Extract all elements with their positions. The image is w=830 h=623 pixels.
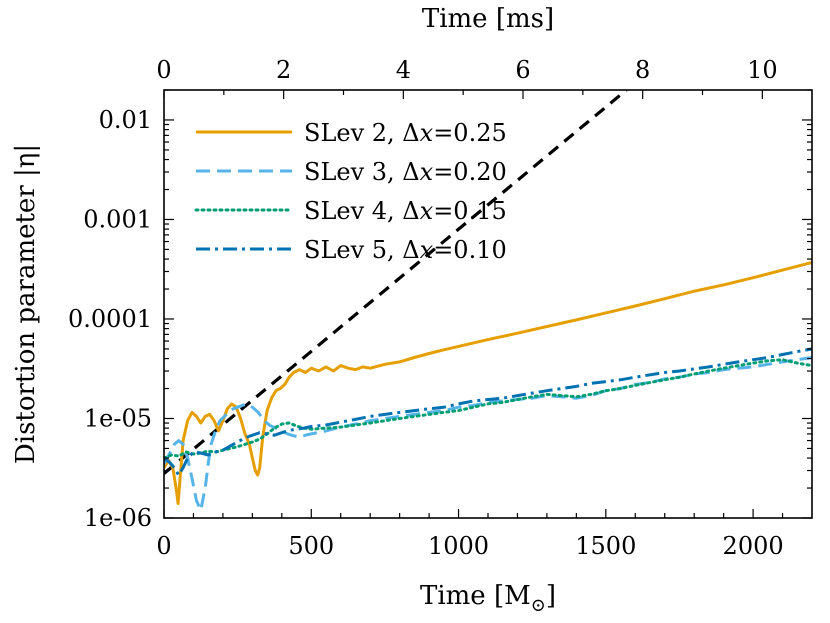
legend-label-value: =0.25 [433, 119, 507, 147]
x2-tick-label: 10 [747, 56, 778, 84]
x-axis-label: Time [M⊙] [420, 581, 556, 616]
series-line-slev-3 [164, 356, 812, 512]
x-axis-label-sub: ⊙ [531, 595, 546, 616]
y-tick-label: 0.01 [99, 106, 152, 134]
y-axis-label: Distortion parameter |η| [11, 144, 41, 464]
x-tick-label: 0 [156, 532, 171, 560]
series-line-slev-5 [164, 347, 812, 477]
series-layer [164, 90, 812, 512]
x2-tick-label: 4 [396, 56, 411, 84]
x2-tick-label: 8 [635, 56, 650, 84]
y-tick-label: 0.0001 [68, 305, 152, 333]
x-axis-label-main: Time [M [420, 581, 531, 611]
legend-label-slev-3: SLev 3, Δx=0.20 [304, 158, 507, 186]
legend-label-var: x [420, 197, 434, 225]
legend-label-var: x [420, 158, 434, 186]
legend-label-prefix: SLev 5, Δ [304, 236, 420, 264]
x-tick-label: 1000 [428, 532, 489, 560]
y-tick-label: 1e-05 [84, 404, 152, 432]
legend-label-prefix: SLev 4, Δ [304, 197, 420, 225]
y-tick-label: 1e-06 [84, 504, 152, 532]
x2-tick-label: 0 [156, 56, 171, 84]
series-line-slev-4 [164, 358, 812, 460]
axis-ticks: 0 500 1000 1500 2000 0 2 4 6 8 10 1e-06 1e-05 0.0001 0… [68, 56, 812, 560]
legend-label-prefix: SLev 2, Δ [304, 119, 420, 147]
x2-tick-label: 2 [276, 56, 291, 84]
legend-label-slev-5: SLev 5, Δx=0.10 [304, 236, 507, 264]
legend-label-slev-2: SLev 2, Δx=0.25 [304, 119, 507, 147]
legend-label-prefix: SLev 3, Δ [304, 158, 420, 186]
reference-line [164, 90, 628, 475]
legend-label-value: =0.10 [433, 236, 507, 264]
x2-tick-label: 6 [515, 56, 530, 84]
y-tick-label: 0.001 [83, 205, 152, 233]
series-line-slev-2 [164, 260, 812, 505]
legend-label-var: x [420, 119, 434, 147]
x-tick-label: 1500 [575, 532, 636, 560]
legend-label-var: x [420, 236, 434, 264]
x-tick-label: 500 [288, 532, 334, 560]
legend-label-slev-4: SLev 4, Δx=0.15 [304, 197, 507, 225]
top-axis-label: Time [ms] [422, 4, 554, 34]
x-tick-label: 2000 [723, 532, 784, 560]
legend-label-value: =0.20 [433, 158, 507, 186]
x-axis-label-end: ] [546, 581, 556, 611]
legend-label-value: =0.15 [433, 197, 507, 225]
